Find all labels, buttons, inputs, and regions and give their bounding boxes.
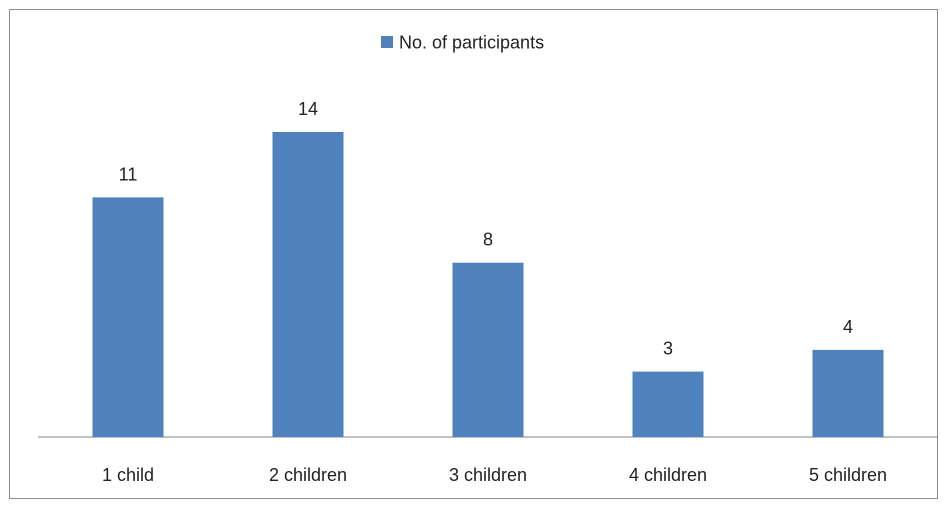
data-label-5: 4 [843, 317, 853, 337]
x-tick-label-2: 2 children [269, 465, 347, 485]
x-axis-ticks: 1 child 2 children 3 children 4 children 5 c… [102, 465, 887, 485]
bar-1 [92, 197, 164, 437]
bar-4 [632, 371, 704, 437]
x-tick-label-1: 1 child [102, 465, 154, 485]
legend: No. of participants [381, 33, 544, 53]
bar-3 [452, 262, 524, 437]
bar-2 [272, 132, 344, 437]
bar-5 [812, 349, 884, 437]
x-tick-label-4: 4 children [629, 465, 707, 485]
data-labels: 11 14 8 3 4 [119, 99, 853, 359]
bars [92, 132, 884, 437]
x-tick-label-3: 3 children [449, 465, 527, 485]
legend-swatch [381, 36, 393, 48]
data-label-3: 8 [483, 230, 493, 250]
data-label-4: 3 [663, 339, 673, 359]
data-label-1: 11 [119, 164, 138, 184]
legend-label: No. of participants [399, 33, 544, 53]
data-label-2: 14 [298, 99, 318, 119]
x-tick-label-5: 5 children [809, 465, 887, 485]
